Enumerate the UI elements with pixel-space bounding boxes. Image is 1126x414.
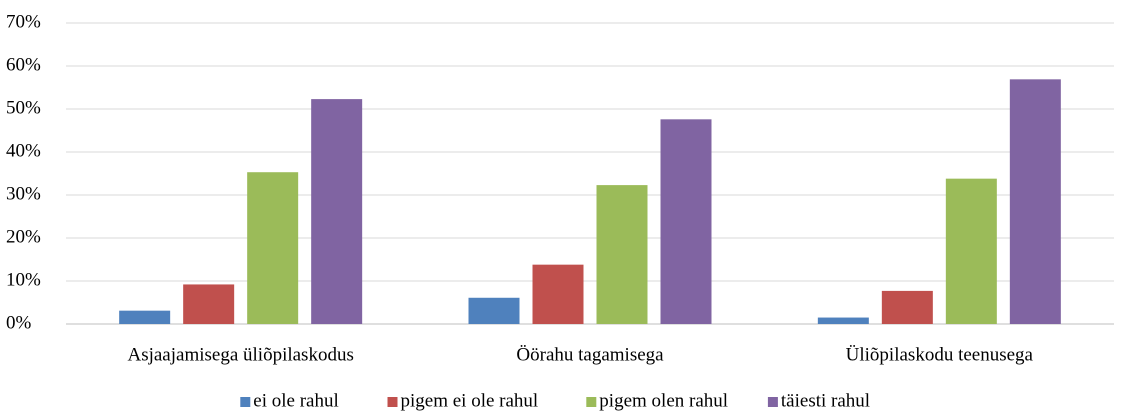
bar <box>183 284 235 324</box>
legend-swatch <box>767 397 778 407</box>
bar <box>311 99 363 324</box>
bar <box>945 178 997 324</box>
bar <box>817 317 869 324</box>
y-tick-label: 40% <box>6 140 41 161</box>
y-tick-label: 0% <box>6 312 32 333</box>
legend-label: pigem ei ole rahul <box>401 390 539 411</box>
x-tick-label: Asjaajamisega üliõpilaskodus <box>127 344 353 365</box>
y-tick-label: 50% <box>6 97 41 118</box>
y-tick-label: 70% <box>6 11 41 32</box>
y-tick-label: 20% <box>6 226 41 247</box>
x-tick-label: Üliõpilaskodu teenusega <box>846 344 1034 365</box>
legend-swatch <box>387 397 398 407</box>
y-tick-label: 60% <box>6 54 41 75</box>
bar <box>468 297 520 324</box>
y-tick-label: 10% <box>6 269 41 290</box>
legend-label: ei ole rahul <box>253 390 338 411</box>
bar <box>1009 79 1061 324</box>
bar <box>532 264 584 324</box>
legend-swatch <box>240 397 251 407</box>
legend-label: pigem olen rahul <box>599 390 728 411</box>
y-tick-label: 30% <box>6 183 41 204</box>
bar <box>247 172 299 324</box>
x-tick-label: Öörahu tagamisega <box>516 344 664 365</box>
bar <box>596 185 648 324</box>
legend-label: täiesti rahul <box>781 390 870 411</box>
bar <box>660 119 712 324</box>
bar <box>881 290 933 324</box>
legend-swatch <box>586 397 597 407</box>
bar <box>119 310 171 324</box>
